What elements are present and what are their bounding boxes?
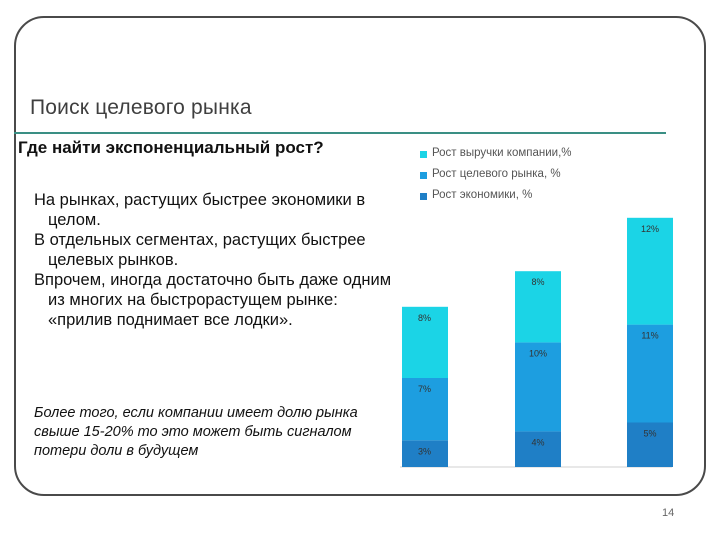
bar-segment [515,342,561,432]
bar-segment [627,217,673,325]
slide-title: Поиск целевого рынка [30,96,252,119]
bar-segment [402,306,448,378]
legend-item-economy: Рост экономики, % [420,188,590,203]
bar-segment [627,422,673,467]
bar-value-label: 8% [418,313,431,323]
bar-value-label: 10% [529,348,547,358]
title-divider [14,132,666,134]
legend-swatch [420,151,427,158]
bullet-item: На рынках, растущих быстрее экономики в … [34,191,366,229]
legend-swatch [420,193,427,200]
page-number: 14 [662,507,675,519]
legend-label: Рост экономики, % [432,189,533,201]
bar-segment [627,324,673,423]
bar-value-label: 8% [531,277,544,287]
bar-value-label: 4% [531,437,544,447]
bar-value-label: 11% [641,331,658,341]
bar-segment [515,271,561,343]
chart-legend: Рост выручки компании,% Рост целевого ры… [420,146,590,209]
legend-item-revenue: Рост выручки компании,% [420,146,590,161]
bullet-list: На рынках, растущих быстрее экономики в … [34,190,394,330]
italic-note: Более того, если компании имеет долю рын… [34,405,358,459]
legend-label: Рост выручки компании,% [432,147,572,159]
bar-value-label: 3% [418,446,431,456]
bar-value-label: 7% [418,384,431,394]
legend-item-market: Рост целевого рынка, % [420,167,590,182]
bullet-item: В отдельных сегментах, растущих быстрее … [34,231,366,269]
bar-segment [402,378,448,441]
bar-segment [515,431,561,467]
slide-subtitle: Где найти экспоненциальный рост? [18,138,324,157]
slide-frame [14,16,706,496]
bar-value-label: 12% [641,224,659,234]
bullet-item: Впрочем, иногда достаточно быть даже одн… [34,271,392,329]
legend-swatch [420,172,427,179]
legend-label: Рост целевого рынка, % [432,168,561,180]
bar-segment [402,440,448,467]
bar-value-label: 5% [643,429,656,439]
